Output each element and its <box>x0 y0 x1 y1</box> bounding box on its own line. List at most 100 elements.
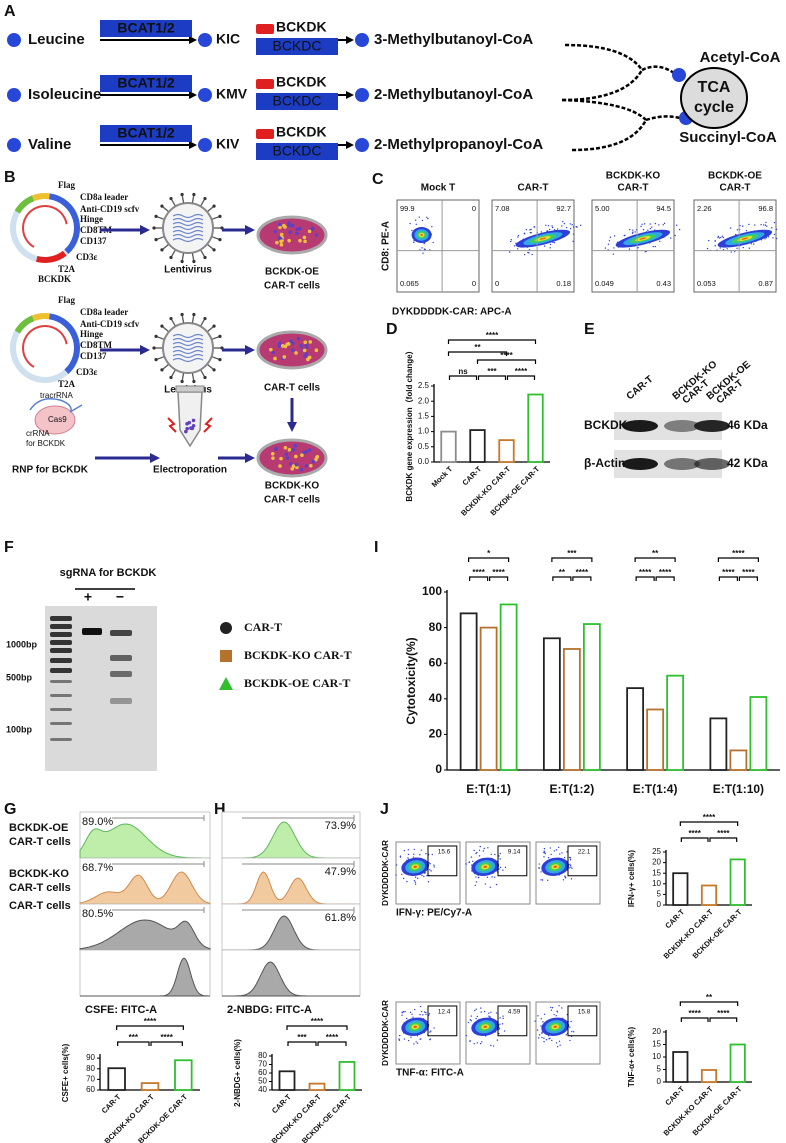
event <box>427 881 430 883</box>
y-tick-label: 80 <box>86 1064 95 1073</box>
event <box>771 227 773 229</box>
pathway-dot <box>672 68 686 82</box>
event <box>549 243 552 246</box>
plot-title: CAR-T <box>617 183 648 194</box>
y-tick-label: 90 <box>86 1053 95 1062</box>
event <box>480 1011 482 1013</box>
flux-line <box>561 98 647 121</box>
size-label: 46 KDa <box>727 418 768 432</box>
cell <box>278 341 282 345</box>
guide-stub <box>69 404 83 413</box>
panel-label: J <box>380 801 389 818</box>
pathway-dot <box>7 33 21 47</box>
density-layer <box>539 237 547 240</box>
quadrant-value: 2.26 <box>697 204 712 213</box>
axis-label: DYKDDDDK-CAR: APC-A <box>392 307 512 318</box>
cell <box>295 231 299 236</box>
event <box>543 851 545 854</box>
cell <box>302 348 307 353</box>
significance-label: **** <box>703 813 716 822</box>
bar <box>308 1082 326 1091</box>
virus-spike <box>170 199 177 207</box>
gate-value: 15.6 <box>438 849 451 856</box>
event <box>467 1021 470 1024</box>
cell <box>311 459 315 464</box>
event <box>419 1013 421 1016</box>
cell <box>184 429 188 434</box>
event <box>708 239 710 242</box>
event <box>604 247 607 249</box>
bar <box>479 626 498 771</box>
significance-label: **** <box>492 568 505 577</box>
panel-label: A <box>4 3 16 20</box>
density-layer <box>420 233 423 236</box>
event <box>663 222 666 225</box>
significance-bracket <box>709 1017 738 1022</box>
density-plot <box>541 1017 570 1036</box>
event <box>651 226 653 228</box>
x-tick-label: CAR-T <box>663 907 686 930</box>
product: 2-Methylbutanoyl-CoA <box>374 86 533 103</box>
event <box>718 237 721 239</box>
event <box>647 229 649 232</box>
construct-label: CD137 <box>80 351 107 361</box>
product: 2-Methylpropanoyl-CoA <box>374 136 543 153</box>
event <box>649 228 651 230</box>
rnp-label: for BCKDK <box>26 439 66 448</box>
event <box>745 230 748 232</box>
plasmid-segment <box>48 193 80 255</box>
event <box>405 1017 408 1020</box>
event <box>766 225 768 227</box>
x-tick-label: CAR-T <box>460 464 483 487</box>
event <box>562 879 565 881</box>
event <box>722 236 725 239</box>
event <box>763 224 765 226</box>
blot-band <box>664 458 700 470</box>
arrow-head <box>150 453 160 463</box>
cell <box>284 452 289 457</box>
event <box>495 883 498 886</box>
construct-label: Flag <box>58 180 75 190</box>
event <box>398 1039 401 1041</box>
event <box>569 857 572 859</box>
virus-spike <box>211 355 220 360</box>
event <box>547 857 550 859</box>
event <box>549 247 551 249</box>
event <box>566 851 568 853</box>
y-tick-label: 0.5 <box>418 442 430 451</box>
pulse <box>203 417 213 433</box>
blot-band <box>664 420 700 432</box>
event <box>473 1042 475 1045</box>
event <box>607 243 610 245</box>
plot-title: BCKDK-KO <box>606 171 661 182</box>
event <box>421 219 424 222</box>
y-tick-label: 2.5 <box>418 381 430 390</box>
gate-line <box>242 815 355 821</box>
cell <box>302 235 307 240</box>
event <box>569 1039 571 1042</box>
lane-label: CAR-T <box>625 374 656 402</box>
cell <box>287 448 292 452</box>
significance-label: ** <box>559 568 566 577</box>
y-tick-label: 40 <box>429 691 443 705</box>
gate-line <box>112 815 205 821</box>
step-label: Lentivirus <box>164 265 212 276</box>
x-tick-label: CAR-T <box>100 1092 123 1115</box>
step-label: CAR-T cells <box>264 383 321 394</box>
rnp-guide <box>29 398 72 416</box>
event <box>406 880 408 883</box>
event <box>413 879 416 882</box>
legend-label: CAR-T <box>244 620 282 634</box>
event <box>550 1009 553 1011</box>
event <box>433 1027 435 1029</box>
event <box>482 850 485 852</box>
bar <box>729 858 746 906</box>
event <box>772 237 774 239</box>
arrow-head <box>189 91 197 99</box>
event <box>575 226 577 228</box>
event <box>629 228 631 231</box>
density-plot <box>615 229 671 248</box>
event <box>529 229 531 231</box>
event <box>548 1038 550 1040</box>
cell <box>269 347 273 352</box>
